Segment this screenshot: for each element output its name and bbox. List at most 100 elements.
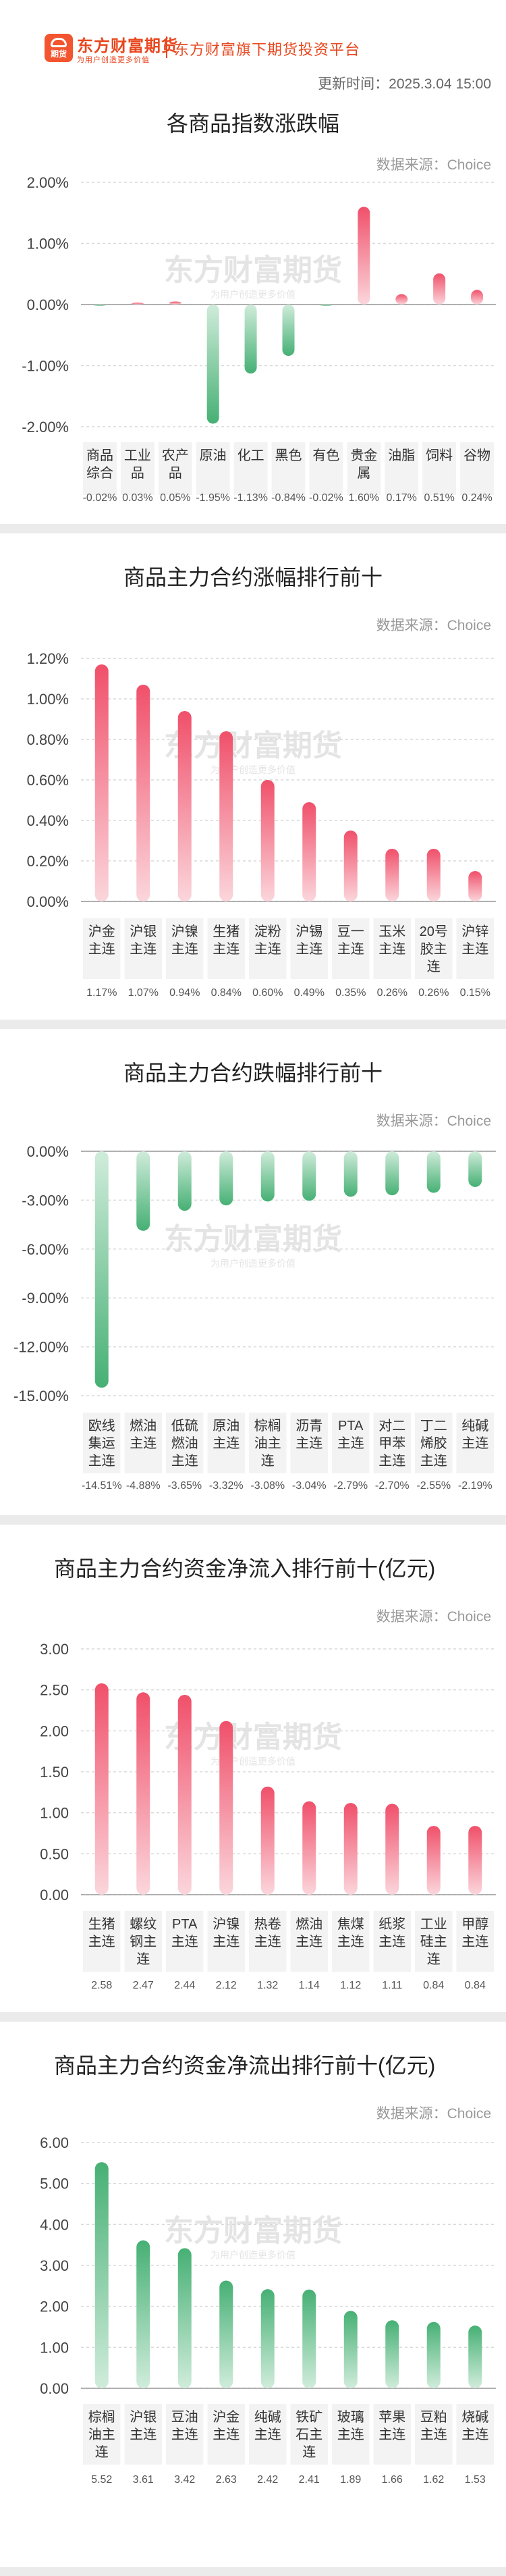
value-label: -2.79% [333, 1480, 368, 1492]
value-label: 1.62 [423, 2474, 444, 2486]
category-label: 沪金 [88, 924, 115, 939]
category-cell [83, 918, 121, 979]
bar [385, 849, 399, 901]
category-label: 石主 [296, 2427, 322, 2442]
bar [385, 1151, 399, 1196]
y-tick-label: 1.50 [40, 1764, 69, 1781]
category-cell [332, 1911, 370, 1972]
category-cell [332, 1413, 370, 1473]
category-label: 甲苯 [378, 1436, 405, 1451]
chart-svg: 东方财富期货为用户创造更多价值3.002.502.001.501.000.500… [40, 1641, 496, 1991]
value-label: -0.02% [83, 492, 117, 504]
y-tick-label: 0.80% [27, 731, 69, 748]
category-label: 沪银 [130, 2409, 157, 2425]
y-tick-label: 1.00 [40, 2339, 69, 2356]
value-label: 0.03% [122, 492, 152, 504]
category-label: 沪镍 [213, 1916, 240, 1932]
bar [136, 1692, 150, 1895]
y-tick-label: -1.00% [22, 358, 69, 375]
category-label: 20号 [420, 924, 448, 939]
category-label: 主连 [420, 1453, 447, 1469]
category-label: 主连 [88, 941, 115, 957]
category-label: 油主 [254, 1436, 281, 1451]
bar [426, 2321, 441, 2388]
value-label: -0.02% [309, 492, 343, 504]
category-label: 主连 [378, 941, 405, 957]
category-label: 硅主 [420, 1934, 447, 1949]
watermark-slogan: 为用户创造更多价值 [210, 289, 296, 300]
category-label: 主连 [213, 1934, 240, 1949]
bar [358, 207, 370, 305]
category-label: 甲醇 [461, 1916, 488, 1932]
category-label: 纸浆 [378, 1916, 405, 1932]
category-cell [207, 2404, 245, 2465]
bar [468, 1826, 482, 1895]
category-cell [207, 918, 245, 979]
category-label: 主连 [213, 941, 240, 957]
bar [471, 290, 484, 305]
category-label: 主连 [378, 1453, 405, 1469]
category-cell [422, 442, 457, 495]
category-label: 沥青 [296, 1418, 322, 1434]
data-source: 数据来源：Choice [376, 2106, 491, 2122]
bar [343, 1151, 358, 1197]
data-source: 数据来源：Choice [376, 618, 491, 633]
chart-section-5: 商品主力合约资金净流出排行前十(亿元) 数据来源：Choice 东方财富期货 为用户创… [0, 2022, 506, 2567]
platform-tagline: 东方财富旗下期货投资平台 [174, 41, 361, 58]
brand-slogan: 为用户创造更多价值 [77, 56, 150, 64]
category-label: 主连 [130, 2427, 157, 2442]
value-label: 1.07% [128, 987, 159, 999]
category-label: 主连 [171, 1934, 198, 1949]
category-label: 工业 [420, 1916, 447, 1932]
bar [426, 1826, 441, 1895]
category-label: 品 [169, 466, 182, 481]
value-label: 1.60% [349, 492, 379, 504]
bar [302, 1801, 316, 1895]
value-label: -3.32% [209, 1480, 244, 1492]
bar [343, 1803, 358, 1895]
bar [177, 1151, 192, 1211]
category-label: 主连 [254, 2427, 281, 2442]
category-cell [373, 2404, 411, 2465]
value-label: 2.47 [133, 1980, 154, 1991]
category-label: 油主 [88, 2427, 115, 2442]
category-label: PTA [338, 1419, 364, 1434]
category-label: 主连 [213, 2427, 240, 2442]
value-label: 0.84 [465, 1980, 486, 1991]
category-label: 胶主 [420, 941, 447, 957]
value-label: 2.63 [216, 2474, 237, 2486]
category-label: 主连 [171, 2427, 198, 2442]
value-label: -1.13% [233, 492, 268, 504]
brand-logo: 期货 [45, 34, 73, 62]
chart-title: 各商品指数涨跌幅 [166, 111, 339, 136]
bar [343, 2311, 358, 2388]
bar [94, 1151, 109, 1388]
category-cell [309, 442, 343, 495]
chart-section-1: 各商品指数涨跌幅 数据来源：Choice 东方财富期货 为用户创造更多价值 2.00% 1… [0, 101, 506, 524]
category-cell [456, 1911, 494, 1972]
category-cell [456, 2404, 494, 2465]
y-tick-label: 4.00 [40, 2216, 69, 2233]
category-cell [166, 2404, 204, 2465]
value-label: -14.51% [82, 1480, 122, 1492]
category-label: 焦煤 [337, 1916, 364, 1932]
category-label: 贵金 [350, 448, 377, 463]
value-label: 0.84% [211, 987, 242, 999]
category-cell [415, 1413, 453, 1473]
category-label: 原油 [200, 448, 227, 463]
category-label: 豆油 [171, 2409, 198, 2425]
bar [206, 305, 219, 424]
bar [136, 1151, 150, 1231]
value-label: -3.08% [250, 1480, 285, 1492]
category-label: 主连 [337, 941, 364, 957]
y-tick-label: -15.00% [13, 1388, 69, 1404]
category-label: 连 [261, 1453, 275, 1469]
bar [468, 1151, 482, 1187]
category-label: 商品 [86, 448, 113, 463]
value-label: 1.32 [257, 1980, 278, 1991]
category-cell [332, 918, 370, 979]
bar [385, 2320, 399, 2388]
value-label: 0.05% [160, 492, 190, 504]
value-label: 0.60% [252, 987, 283, 999]
value-label: -2.55% [416, 1480, 451, 1492]
